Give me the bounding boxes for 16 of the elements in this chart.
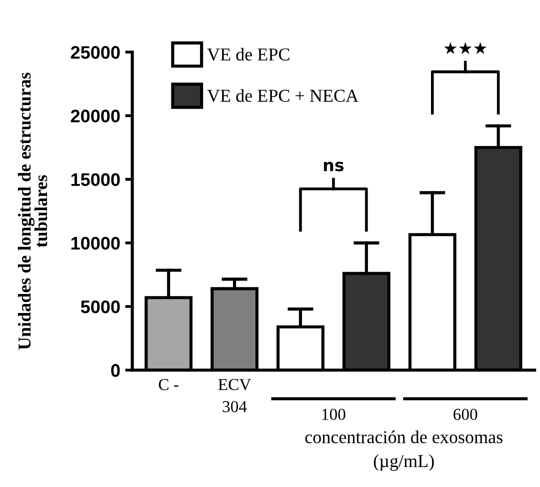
annotation: ns bbox=[324, 162, 344, 172]
y-tick-label: 5000 bbox=[80, 300, 120, 314]
x-tick-label: C - bbox=[158, 378, 178, 390]
y-tick-label: 0 bbox=[111, 364, 120, 377]
x-tick-label: ECV 304 bbox=[218, 378, 252, 412]
text: 100 bbox=[322, 408, 346, 420]
x-axis-title: concentración de exosomas (µg/mL) bbox=[305, 430, 502, 471]
y-tick-label: 25000 bbox=[70, 46, 120, 59]
y-tick-label: 15000 bbox=[71, 173, 120, 186]
legend-label: VE de EPC + NECA bbox=[207, 89, 358, 102]
legend-label: VE de EPC bbox=[207, 48, 290, 61]
y-tick-label: 20000 bbox=[70, 110, 120, 122]
annotation: ★★★ bbox=[444, 42, 487, 54]
text: 600 bbox=[454, 408, 478, 420]
y-axis-title: Unidades de longitud de estructuras tubulares bbox=[18, 72, 48, 350]
y-tick-label: 10000 bbox=[71, 236, 120, 250]
